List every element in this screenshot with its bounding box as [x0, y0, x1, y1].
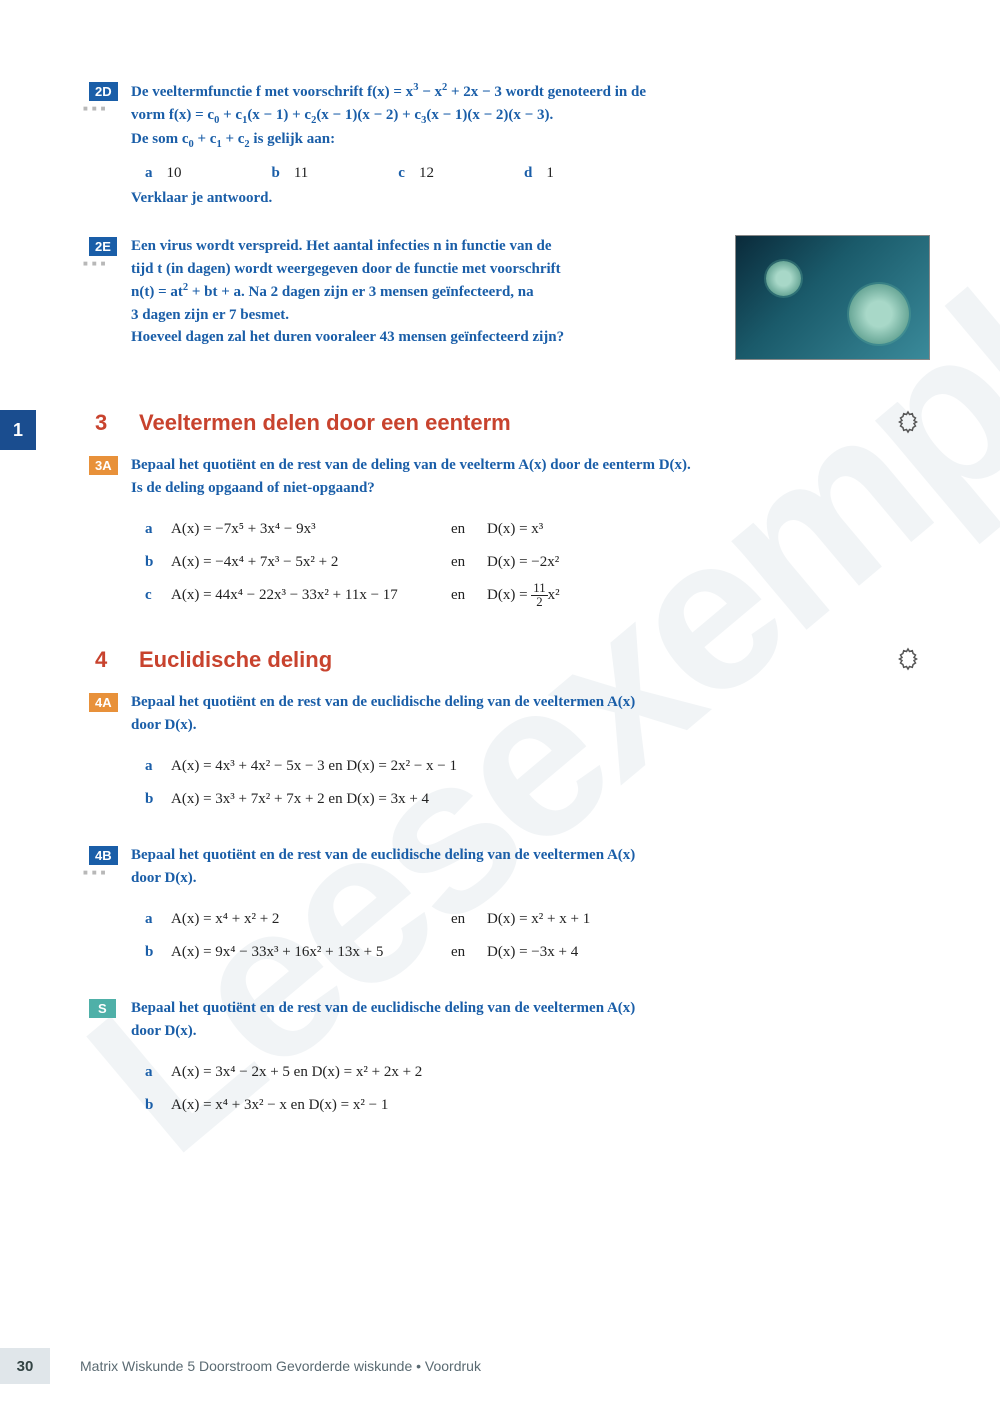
gear-icon — [896, 647, 920, 671]
mc-options-2d: a10 b11 c12 d1 — [145, 165, 920, 182]
section-4-num: 4 — [95, 647, 115, 673]
badge-2d: 2D — [89, 82, 118, 101]
prompt-2e: Een virus wordt verspreid. Het aantal in… — [131, 235, 710, 349]
prompt-4b: Bepaal het quotiënt en de rest van de eu… — [131, 844, 920, 889]
sublist-s: aA(x) = 3x⁴ − 2x + 5 en D(x) = x² + 2x +… — [145, 1056, 920, 1122]
prompt-s: Bepaal het quotiënt en de rest van de eu… — [131, 997, 920, 1042]
page-number: 30 — [0, 1348, 50, 1384]
difficulty-dots: ■ ■ ■ — [83, 259, 107, 268]
section-3-header: 3 Veeltermen delen door een eenterm — [95, 410, 920, 436]
exercise-2e: 2E ■ ■ ■ Een virus wordt verspreid. Het … — [95, 235, 920, 375]
badge-2e: 2E — [89, 237, 117, 256]
badge-3a: 3A — [89, 456, 118, 475]
badge-4a: 4A — [89, 693, 118, 712]
sublist-4a: aA(x) = 4x³ + 4x² − 5x − 3 en D(x) = 2x²… — [145, 750, 920, 816]
page-footer: 30 Matrix Wiskunde 5 Doorstroom Gevorder… — [0, 1348, 481, 1384]
page-content: 2D ■ ■ ■ De veeltermfunctie f met voorsc… — [0, 0, 1000, 1190]
exercise-4a: 4A Bepaal het quotiënt en de rest van de… — [95, 691, 920, 816]
prompt-3a: Bepaal het quotiënt en de rest van de de… — [131, 454, 920, 499]
difficulty-dots: ■ ■ ■ — [83, 104, 107, 113]
difficulty-dots: ■ ■ ■ — [83, 868, 107, 877]
prompt-4a: Bepaal het quotiënt en de rest van de eu… — [131, 691, 920, 736]
badge-4b: 4B — [89, 846, 118, 865]
sublist-3a: aA(x) = −7x⁵ + 3x⁴ − 9x³enD(x) = x³ bA(x… — [145, 513, 920, 612]
section-4-title: Euclidische deling — [139, 647, 332, 673]
section-4-header: 4 Euclidische deling — [95, 647, 920, 673]
exercise-s: S Bepaal het quotiënt en de rest van de … — [95, 997, 920, 1122]
virus-image — [735, 235, 930, 360]
section-3-num: 3 — [95, 410, 115, 436]
gear-icon — [896, 410, 920, 434]
exercise-4b: 4B ■ ■ ■ Bepaal het quotiënt en de rest … — [95, 844, 920, 969]
sublist-4b: aA(x) = x⁴ + x² + 2enD(x) = x² + x + 1 b… — [145, 903, 920, 969]
verklaar-2d: Verklaar je antwoord. — [131, 190, 920, 207]
exercise-2d: 2D ■ ■ ■ De veeltermfunctie f met voorsc… — [95, 80, 920, 207]
section-3-title: Veeltermen delen door een eenterm — [139, 410, 511, 436]
footer-text: Matrix Wiskunde 5 Doorstroom Gevorderde … — [80, 1358, 481, 1374]
badge-s: S — [89, 999, 116, 1018]
prompt-2d: De veeltermfunctie f met voorschrift f(x… — [131, 80, 920, 153]
exercise-3a: 3A Bepaal het quotiënt en de rest van de… — [95, 454, 920, 612]
